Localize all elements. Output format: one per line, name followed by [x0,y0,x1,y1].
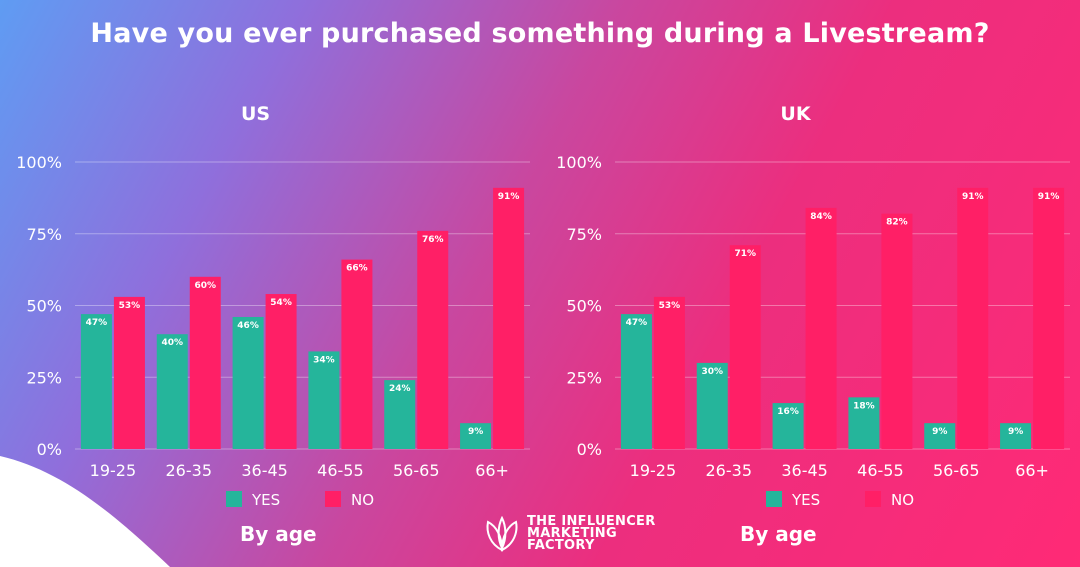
uk-legend-swatch-yes [766,491,782,507]
uk-data-label: 84% [810,212,832,222]
us-y-tick-label: 25% [26,368,62,387]
uk-x-tick-label: 19-25 [630,461,677,480]
us-data-label: 76% [422,235,444,245]
uk-bar-yes-36-45 [772,403,804,449]
us-bar-no-36-45 [265,294,297,449]
uk-bar-no-66 [1033,187,1065,449]
uk-data-label: 53% [659,301,681,311]
uk-data-label: 9% [932,427,947,437]
uk-bar-yes-19-25 [620,314,652,449]
us-bar-yes-19-25 [80,314,112,449]
us-data-label: 53% [119,301,141,311]
us-data-label: 47% [86,318,108,328]
us-legend-swatch-yes [226,491,242,507]
us-data-label: 9% [468,427,483,437]
uk-legend-label-yes: YES [791,491,820,509]
uk-data-label: 47% [626,318,648,328]
us-data-label: 66% [346,264,368,274]
us-y-tick-label: 0% [37,440,62,459]
us-x-tick-label: 46-55 [317,461,364,480]
uk-x-tick-label: 66+ [1015,461,1049,480]
us-data-label: 46% [237,321,259,331]
uk-x-tick-label: 26-35 [706,461,753,480]
uk-data-label: 71% [734,249,756,259]
uk-bar-no-56-65 [957,187,989,449]
us-legend-label-yes: YES [251,491,280,509]
us-footer-label: By age [240,522,317,546]
uk-footer-label: By age [740,522,817,546]
brand-line-2: MARKETING [527,526,617,541]
us-data-label: 60% [194,281,216,291]
us-bar-chart: US 0% 25% 50% 75% 100% 47% 53% 19-25 40% 60% 26-35 4… [16,103,530,509]
us-y-tick-label: 75% [26,225,62,244]
us-data-label: 24% [389,384,411,394]
us-x-tick-label: 66+ [475,461,509,480]
uk-bar-no-19-25 [653,296,685,449]
uk-data-label: 18% [853,401,875,411]
us-bar-yes-46-55 [308,351,340,449]
brand-name: THE INFLUENCER MARKETING FACTORY [527,514,656,553]
us-x-tick-label: 19-25 [90,461,137,480]
brand-logo: THE INFLUENCER MARKETING FACTORY [482,514,682,556]
uk-y-tick-label: 75% [566,225,602,244]
uk-y-tick-label: 100% [556,153,602,172]
page-title: Have you ever purchased something during… [90,18,990,49]
us-legend-swatch-no [325,491,341,507]
uk-chart-title: UK [780,103,811,125]
uk-legend-swatch-no [865,491,881,507]
uk-data-label: 30% [701,367,723,377]
uk-data-label: 82% [886,218,908,228]
us-bar-yes-56-65 [384,380,416,449]
uk-bar-no-26-35 [729,245,761,449]
us-bar-yes-66 [460,423,492,449]
uk-bar-yes-46-55 [848,397,880,449]
brand-line-1: THE INFLUENCER [527,514,656,529]
us-x-tick-label: 26-35 [166,461,213,480]
leaf-logo-icon [486,515,518,552]
us-y-tick-label: 100% [16,153,62,172]
uk-x-tick-label: 36-45 [781,461,828,480]
uk-bar-yes-66 [1000,423,1032,449]
us-data-label: 91% [498,192,520,202]
uk-y-tick-label: 50% [566,297,602,316]
uk-data-label: 91% [1038,192,1060,202]
us-bar-yes-26-35 [156,334,188,449]
us-bar-no-46-55 [341,259,373,449]
us-bar-no-26-35 [189,276,221,449]
uk-bar-chart: UK 0% 25% 50% 75% 100% 47% 53% 19-25 30% 71% 26-35 1… [556,103,1070,509]
us-x-tick-label: 36-45 [241,461,288,480]
us-bar-no-66 [493,187,525,449]
uk-bar-no-46-55 [881,213,913,449]
us-data-label: 54% [270,298,292,308]
uk-y-tick-label: 0% [577,440,602,459]
uk-bar-yes-26-35 [696,362,728,449]
uk-legend-label-no: NO [891,491,914,509]
us-bar-no-19-25 [113,296,145,449]
us-legend-label-no: NO [351,491,374,509]
us-chart-title: US [241,103,270,125]
uk-data-label: 9% [1008,427,1023,437]
us-bar-yes-36-45 [232,316,264,449]
uk-x-tick-label: 56-65 [933,461,980,480]
us-bar-no-56-65 [417,230,449,449]
us-data-label: 40% [161,338,183,348]
uk-data-label: 16% [777,407,799,417]
us-y-tick-label: 50% [26,297,62,316]
uk-y-tick-label: 25% [566,368,602,387]
uk-data-label: 91% [962,192,984,202]
uk-x-tick-label: 46-55 [857,461,904,480]
brand-line-3: FACTORY [527,538,595,553]
uk-bar-no-36-45 [805,207,837,449]
us-data-label: 34% [313,355,335,365]
us-x-tick-label: 56-65 [393,461,440,480]
uk-bar-yes-56-65 [924,423,956,449]
